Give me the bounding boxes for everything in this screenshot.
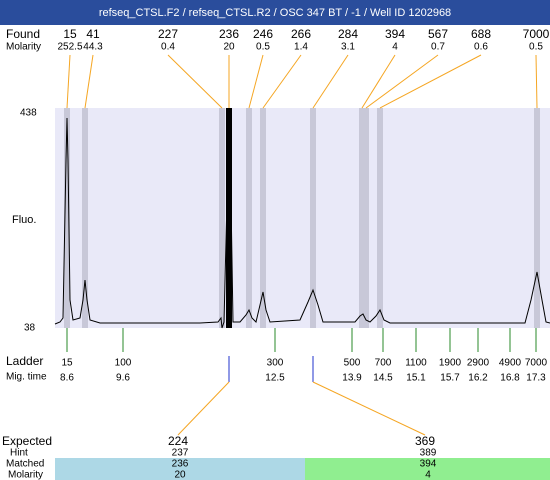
hint-label: Hint: [10, 448, 28, 459]
ladder-time: 16.2: [468, 373, 488, 384]
found-molarity: 1.4: [294, 42, 308, 53]
found-label: Found: [6, 27, 40, 41]
peak-band: [363, 108, 369, 328]
peak-leader: [167, 54, 223, 109]
matched-bar: [305, 458, 550, 480]
found-size: 266: [291, 27, 311, 41]
peak-leader: [365, 54, 439, 109]
peak-band: [310, 108, 316, 328]
peak-leader: [84, 54, 94, 109]
ladder-size: 4900: [499, 358, 522, 369]
ladder-size: 1900: [439, 358, 462, 369]
trace: [54, 107, 550, 329]
ladder-size: 2900: [467, 358, 490, 369]
ladder-size: 700: [375, 358, 392, 369]
expected-leader: [177, 381, 230, 436]
expected-size: 369: [415, 434, 435, 448]
found-size: 688: [471, 27, 491, 41]
expected-label: Expected: [2, 434, 52, 448]
molarity-label: Molarity: [6, 42, 41, 53]
peak-leader: [361, 54, 396, 109]
matched-size: 394: [420, 459, 437, 470]
found-size: 15: [63, 27, 77, 41]
ladder-size: 7000: [525, 358, 548, 369]
matched-molarity: 20: [174, 470, 186, 480]
matched-label: Matched: [6, 459, 44, 470]
time-label: Mig. time: [6, 372, 47, 383]
found-molarity: 0.6: [474, 42, 488, 53]
hint-size: 389: [420, 448, 437, 459]
y-bottom-label: 38: [24, 323, 36, 334]
ladder-time: 9.6: [116, 373, 130, 384]
peak-band: [260, 108, 266, 328]
found-molarity: 3.1: [341, 42, 355, 53]
ladder-time: 15.7: [440, 373, 460, 384]
ladder-size: 1100: [405, 358, 427, 369]
ladder-size: 15: [61, 358, 73, 369]
peak-leader: [535, 54, 538, 109]
ladder-size: 100: [115, 358, 132, 369]
found-size: 41: [86, 27, 100, 41]
ladder-time: 12.5: [265, 373, 285, 384]
found-molarity: 0.4: [161, 42, 175, 53]
ladder-time: 15.1: [406, 373, 426, 384]
y-top-label: 438: [20, 108, 37, 119]
peak-band: [64, 108, 70, 328]
found-molarity: 0.5: [529, 42, 543, 53]
found-size: 284: [338, 27, 358, 41]
ladder-size: 300: [267, 358, 284, 369]
ladder-time: 16.8: [500, 373, 520, 384]
found-molarity: 0.5: [256, 42, 270, 53]
ladder-time: 17.3: [526, 373, 546, 384]
found-size: 236: [219, 27, 239, 41]
peak-band: [359, 108, 365, 328]
title: refseq_CTSL.F2 / refseq_CTSL.R2 / OSC 34…: [99, 7, 451, 19]
peak-leader: [262, 54, 302, 109]
found-molarity: 0.7: [431, 42, 445, 53]
peak-leader: [66, 54, 71, 109]
peak-band: [246, 108, 252, 328]
plot-area: [55, 108, 550, 328]
found-molarity: 20: [223, 42, 235, 53]
found-size: 227: [158, 27, 178, 41]
peak-leader: [379, 54, 482, 109]
found-molarity: 252.5: [57, 42, 82, 53]
y-axis-label: Fluo.: [12, 214, 36, 226]
expected-size: 224: [168, 434, 188, 448]
ladder-time: 14.5: [373, 373, 393, 384]
title-bar: [0, 0, 550, 25]
peak-band: [219, 108, 225, 328]
molarity-label: Molarity: [8, 470, 43, 480]
ladder-time: 8.6: [60, 373, 74, 384]
matched-size: 236: [172, 459, 189, 470]
ladder-label: Ladder: [6, 354, 43, 368]
ladder-size: 500: [344, 358, 361, 369]
found-molarity: 4: [392, 42, 398, 53]
matched-bar: [55, 458, 305, 480]
found-size: 567: [428, 27, 448, 41]
peak-leader: [248, 54, 264, 109]
found-molarity: 44.3: [83, 42, 103, 53]
ladder-time: 13.9: [342, 373, 362, 384]
peak-band: [534, 108, 540, 328]
matched-molarity: 4: [425, 470, 431, 480]
expected-leader: [312, 381, 426, 436]
peak-leader: [312, 54, 349, 109]
found-size: 246: [253, 27, 273, 41]
found-size: 394: [385, 27, 405, 41]
peak-band: [377, 108, 383, 328]
found-size: 7000: [523, 27, 550, 41]
peak-band: [226, 108, 232, 328]
hint-size: 237: [172, 448, 189, 459]
peak-band: [82, 108, 88, 328]
